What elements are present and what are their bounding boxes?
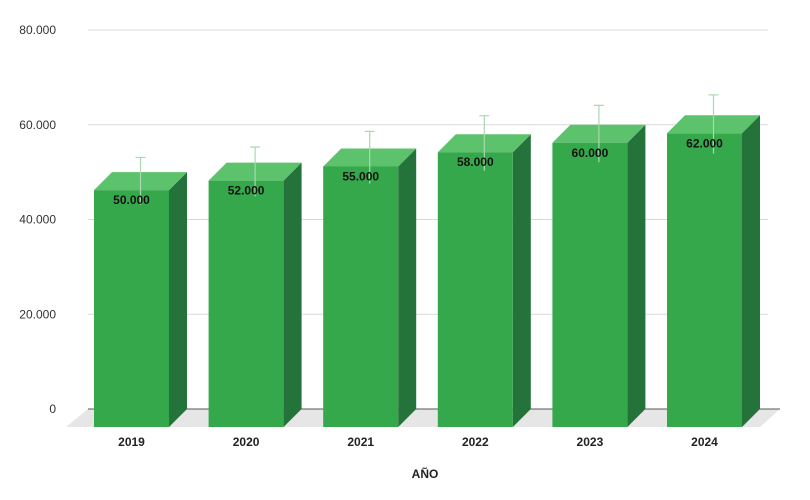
- x-tick-label: 2022: [462, 435, 489, 449]
- data-label: 60.000: [572, 146, 609, 160]
- y-tick-label: 0: [49, 402, 56, 416]
- x-axis-title: AÑO: [412, 466, 439, 481]
- x-tick-label: 2023: [577, 435, 604, 449]
- data-label: 50.000: [113, 193, 150, 207]
- bar: [667, 133, 742, 427]
- bar: [323, 166, 399, 427]
- bar-side: [398, 148, 417, 427]
- bar-side: [283, 162, 302, 427]
- x-axis-ticks: 2019 2020 2021 2022 2023 2024: [118, 435, 718, 449]
- y-tick-label: 60.000: [19, 118, 56, 132]
- bar-side: [169, 172, 187, 427]
- bar-side: [512, 134, 531, 427]
- bar-side: [742, 115, 760, 428]
- y-axis-ticks: 0 20.000 40.000 60.000 80.000: [19, 23, 56, 416]
- y-tick-label: 20.000: [19, 307, 56, 321]
- error-bars: [135, 94, 719, 205]
- bar-side: [627, 124, 646, 427]
- y-tick-label: 40.000: [19, 213, 56, 227]
- data-label: 55.000: [342, 169, 379, 183]
- data-label: 52.000: [228, 184, 265, 198]
- y-tick-label: 80.000: [19, 23, 56, 37]
- x-tick-label: 2019: [118, 435, 145, 449]
- bar: [94, 190, 169, 427]
- x-tick-label: 2021: [347, 435, 374, 449]
- x-tick-label: 2020: [233, 435, 260, 449]
- data-labels: 50.000 52.000 55.000 58.000 60.000 62.000: [113, 136, 723, 207]
- x-tick-label: 2024: [691, 435, 718, 449]
- data-label: 62.000: [686, 136, 723, 150]
- bar: [552, 142, 628, 427]
- gridlines: [88, 29, 768, 315]
- bars: [94, 115, 760, 428]
- data-label: 58.000: [457, 155, 494, 169]
- bar: [208, 180, 284, 427]
- bar: [437, 152, 513, 427]
